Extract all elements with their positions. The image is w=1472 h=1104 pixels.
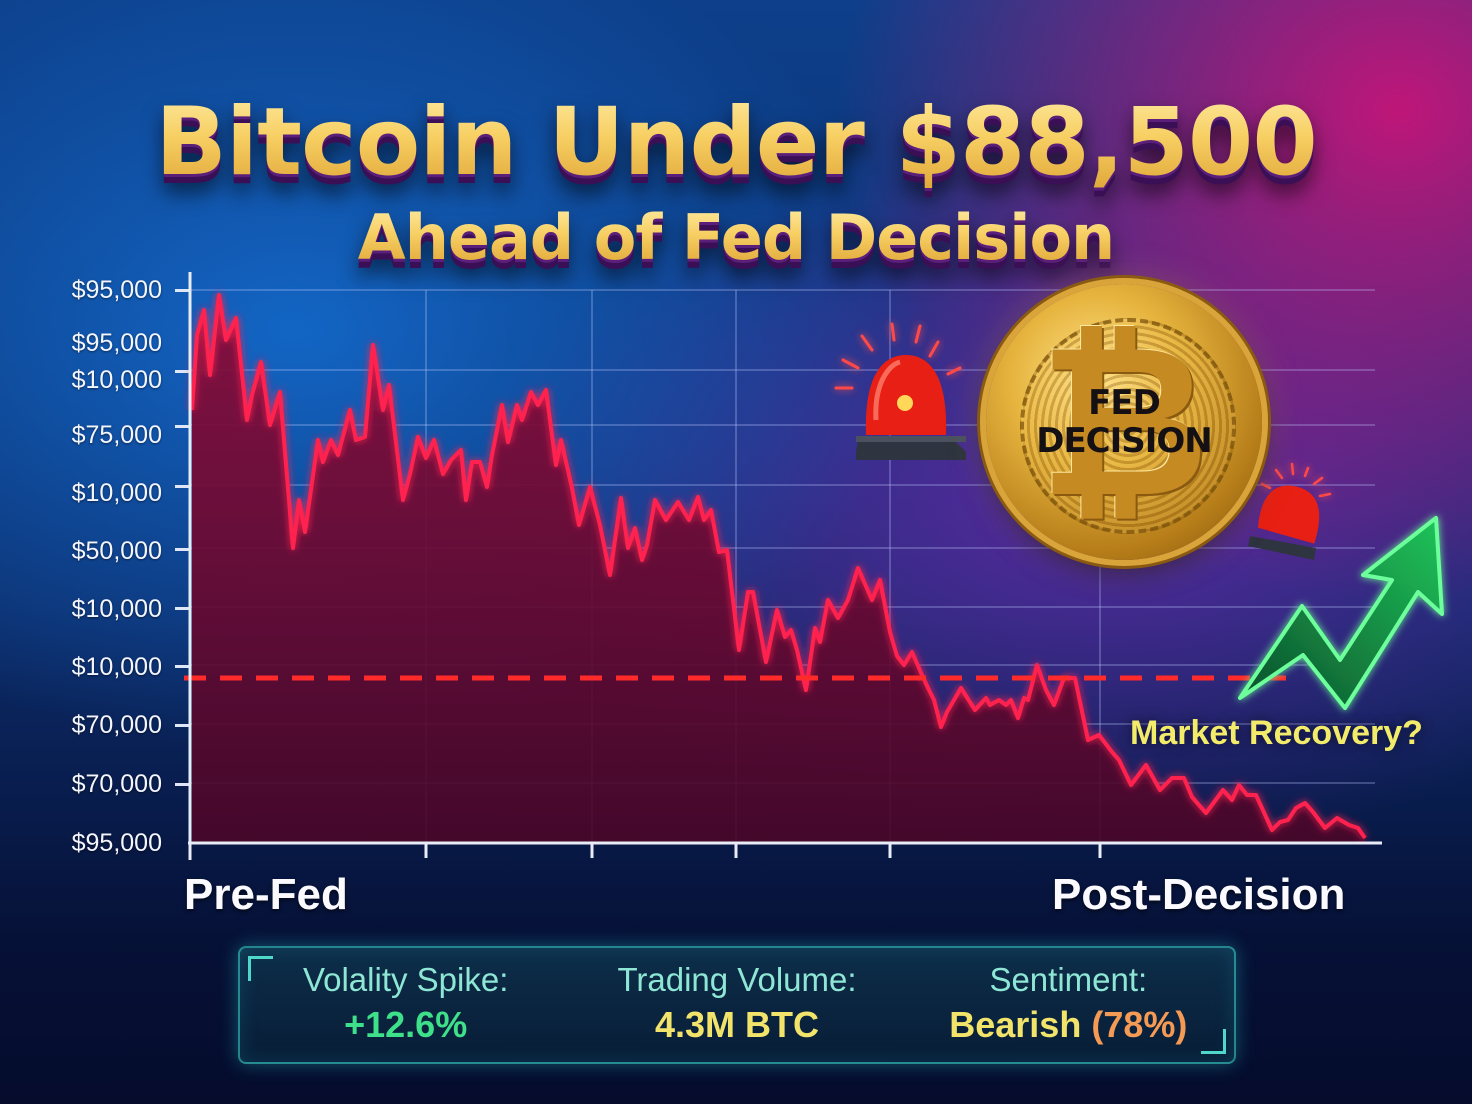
y-tick-label: $50,000 bbox=[71, 537, 162, 565]
price-area bbox=[192, 295, 1365, 843]
stat-volatility: Volality Spike: +12.6% bbox=[240, 948, 571, 1062]
headline-subtitle: Ahead of Fed Decision bbox=[0, 198, 1472, 278]
sentiment-percent: (78%) bbox=[1091, 1004, 1188, 1045]
stat-value: +12.6% bbox=[344, 1004, 468, 1045]
bitcoin-coin-icon: ₿ FED DECISION bbox=[986, 284, 1262, 560]
coin-label: FED DECISION bbox=[1026, 384, 1222, 460]
stat-label: Volality Spike: bbox=[302, 961, 509, 998]
y-tick bbox=[175, 548, 189, 551]
x-label-pre-fed: Pre-Fed bbox=[184, 870, 348, 919]
y-tick-label: $10,000 bbox=[71, 366, 162, 394]
stat-value: 4.3M BTC bbox=[654, 1004, 819, 1045]
sentiment-value: Bearish bbox=[949, 1004, 1082, 1045]
recovery-arrow-icon bbox=[1238, 516, 1444, 710]
coin-circuit-pattern bbox=[1020, 318, 1236, 534]
bitcoin-symbol-icon: ₿ bbox=[1038, 299, 1210, 544]
y-tick-label: $95,000 bbox=[71, 276, 162, 304]
stat-sentiment: Sentiment: Bearish (78%) bbox=[903, 948, 1234, 1062]
alarm-siren-icon bbox=[1248, 462, 1332, 560]
x-ticks bbox=[188, 843, 1102, 860]
y-tick-label: $75,000 bbox=[71, 421, 162, 449]
stats-panel: Volality Spike: +12.6% Trading Volume: 4… bbox=[238, 946, 1236, 1064]
y-tick-label: $70,000 bbox=[71, 711, 162, 739]
y-tick bbox=[175, 783, 189, 786]
y-tick bbox=[175, 724, 189, 727]
y-tick bbox=[175, 607, 189, 610]
y-tick bbox=[175, 665, 189, 668]
y-tick-label: $95,000 bbox=[71, 329, 162, 357]
stat-label: Trading Volume: bbox=[617, 961, 857, 998]
market-recovery-label: Market Recovery? bbox=[1130, 714, 1423, 752]
y-tick bbox=[175, 289, 189, 292]
y-tick-label: $10,000 bbox=[71, 479, 162, 507]
panel-corner bbox=[248, 956, 273, 981]
x-label-post-decision: Post-Decision bbox=[1052, 870, 1346, 919]
y-tick bbox=[175, 370, 189, 373]
y-tick bbox=[175, 485, 189, 488]
stat-label: Sentiment: bbox=[989, 961, 1148, 998]
panel-corner bbox=[1201, 1029, 1226, 1054]
stat-volume: Trading Volume: 4.3M BTC bbox=[571, 948, 902, 1062]
y-tick-label: $95,000 bbox=[71, 829, 162, 857]
price-line bbox=[190, 293, 1367, 840]
headline-title: Bitcoin Under $88,500 bbox=[0, 78, 1472, 208]
y-tick-label: $10,000 bbox=[71, 653, 162, 681]
y-tick-label: $10,000 bbox=[71, 595, 162, 623]
coin-label-line1: FED bbox=[1088, 383, 1161, 423]
stat-value: Bearish (78%) bbox=[903, 1000, 1234, 1050]
alarm-siren-icon bbox=[834, 322, 966, 460]
y-tick bbox=[175, 425, 189, 428]
y-tick-label: $70,000 bbox=[71, 770, 162, 798]
coin-label-line2: DECISION bbox=[1036, 421, 1213, 461]
